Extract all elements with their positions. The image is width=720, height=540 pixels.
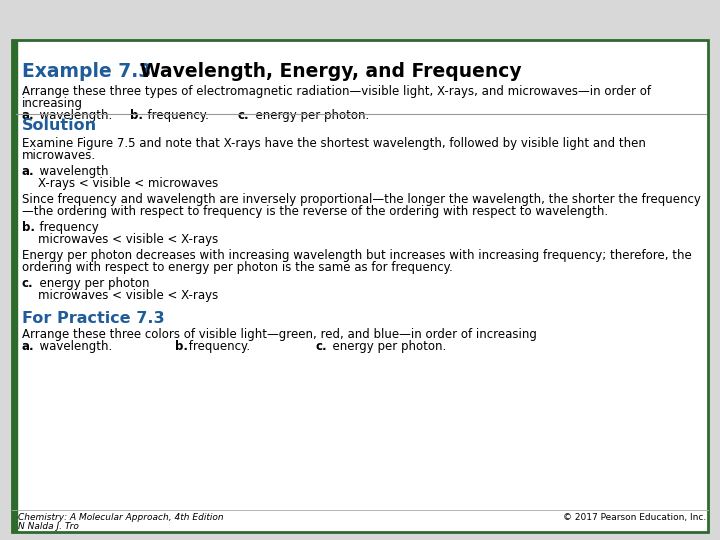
Text: wavelength.: wavelength. (32, 340, 112, 353)
Text: a.: a. (22, 165, 35, 178)
Text: c.: c. (22, 277, 34, 290)
Text: Arrange these three types of electromagnetic radiation—visible light, X-rays, an: Arrange these three types of electromagn… (22, 85, 651, 98)
Text: X-rays < visible < microwaves: X-rays < visible < microwaves (38, 177, 218, 190)
Text: frequency.: frequency. (140, 109, 209, 122)
Text: b.: b. (175, 340, 188, 353)
Text: b.: b. (22, 221, 35, 234)
Text: —the ordering with respect to frequency is the reverse of the ordering with resp: —the ordering with respect to frequency … (22, 205, 608, 218)
Bar (12, 40, 17, 532)
Text: microwaves < visible < X-rays: microwaves < visible < X-rays (38, 289, 218, 302)
Text: a.: a. (22, 340, 35, 353)
Text: microwaves < visible < X-rays: microwaves < visible < X-rays (38, 233, 218, 246)
Text: Energy per photon decreases with increasing wavelength but increases with increa: Energy per photon decreases with increas… (22, 249, 692, 262)
Text: b.: b. (130, 109, 143, 122)
Text: © 2017 Pearson Education, Inc.: © 2017 Pearson Education, Inc. (563, 513, 706, 522)
Text: Arrange these three colors of visible light—green, red, and blue—in order of inc: Arrange these three colors of visible li… (22, 328, 537, 341)
Text: Solution: Solution (22, 118, 97, 133)
Text: a.: a. (22, 109, 35, 122)
Text: energy per photon.: energy per photon. (248, 109, 369, 122)
Text: frequency.: frequency. (185, 340, 250, 353)
Text: ordering with respect to energy per photon is the same as for frequency.: ordering with respect to energy per phot… (22, 261, 453, 274)
Text: Example 7.3: Example 7.3 (22, 62, 151, 81)
Text: wavelength.: wavelength. (32, 109, 112, 122)
Text: Wavelength, Energy, and Frequency: Wavelength, Energy, and Frequency (127, 62, 521, 81)
Text: For Practice 7.3: For Practice 7.3 (22, 311, 165, 326)
Text: frequency: frequency (32, 221, 99, 234)
Text: wavelength: wavelength (32, 165, 109, 178)
Text: Chemistry: A Molecular Approach, 4th Edition: Chemistry: A Molecular Approach, 4th Edi… (18, 513, 224, 522)
Text: Since frequency and wavelength are inversely proportional—the longer the wavelen: Since frequency and wavelength are inver… (22, 193, 701, 206)
Text: increasing: increasing (22, 97, 83, 110)
Text: Examine Figure 7.5 and note that X-rays have the shortest wavelength, followed b: Examine Figure 7.5 and note that X-rays … (22, 137, 646, 150)
Text: energy per photon.: energy per photon. (325, 340, 446, 353)
Text: c.: c. (238, 109, 250, 122)
Text: N Nalda J. Tro: N Nalda J. Tro (18, 522, 79, 531)
Text: c.: c. (315, 340, 327, 353)
Text: energy per photon: energy per photon (32, 277, 150, 290)
Text: microwaves.: microwaves. (22, 149, 96, 162)
